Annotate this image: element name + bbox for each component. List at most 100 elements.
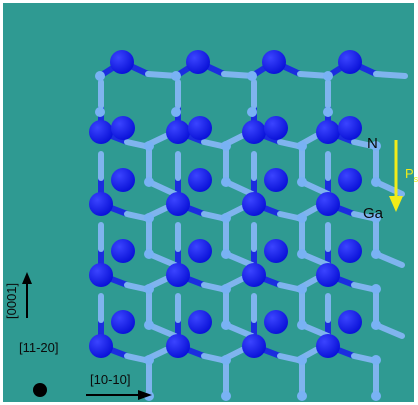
c-axis-label: [0001] [4, 283, 19, 319]
ga-atom [166, 192, 190, 216]
n-atom [247, 107, 257, 117]
n-atom [221, 320, 231, 330]
ga-atom [111, 310, 135, 334]
polarization-label: Ps [405, 166, 418, 184]
ga-atom [262, 50, 286, 74]
ga-atom [89, 263, 113, 287]
ga-atom [264, 168, 288, 192]
n-atom [371, 177, 381, 187]
n-atom [95, 107, 105, 117]
n-ga-diagonal-bond [201, 211, 225, 221]
ga-atom [186, 50, 210, 74]
ga-atom [242, 192, 266, 216]
ga-atom [111, 239, 135, 263]
n-atom [371, 355, 381, 365]
n-atom [221, 141, 231, 151]
ga-atom [89, 120, 113, 144]
ga-atom [338, 168, 362, 192]
ga-atom [338, 310, 362, 334]
n-ga-diagonal-bond [351, 282, 375, 292]
ga-atom-label: Ga [363, 205, 384, 222]
n-ga-diagonal-bond [201, 353, 225, 363]
n-ga-diagonal-bond [277, 282, 301, 292]
n-atom [297, 141, 307, 151]
n-atom [323, 107, 333, 117]
n-ga-diagonal-bond [124, 353, 148, 363]
ga-atom [188, 310, 212, 334]
n-atom [171, 71, 181, 81]
ga-atom [316, 192, 340, 216]
n-atom [297, 355, 307, 365]
ga-atom [111, 116, 135, 140]
n-ga-diagonal-bond [277, 139, 301, 149]
ga-atom [264, 116, 288, 140]
ga-atom [264, 310, 288, 334]
n-atom [144, 320, 154, 330]
n-atom [297, 213, 307, 223]
in-plane-arrow [86, 390, 152, 400]
n-atom [297, 320, 307, 330]
n-atom [371, 320, 381, 330]
ga-atom [316, 120, 340, 144]
ga-atom [89, 334, 113, 358]
ga-atom [110, 50, 134, 74]
n-atom [144, 249, 154, 259]
n-atom [371, 249, 381, 259]
n-atom [221, 391, 231, 401]
n-ga-diagonal-bond [351, 353, 375, 363]
in-plane-label: [10-10] [90, 372, 130, 387]
n-atom [221, 355, 231, 365]
ga-atom [242, 120, 266, 144]
ga-atom [338, 116, 362, 140]
ga-atom [338, 239, 362, 263]
n-atom [95, 71, 105, 81]
n-atom [221, 249, 231, 259]
n-atom [221, 177, 231, 187]
ga-atom [264, 239, 288, 263]
ga-atom [111, 168, 135, 192]
n-atom [247, 71, 257, 81]
n-atom [297, 284, 307, 294]
n-atom-label: N [367, 135, 378, 152]
n-atom [144, 355, 154, 365]
n-atom [297, 249, 307, 259]
n-ga-diagonal-bond [201, 139, 225, 149]
n-atom [144, 177, 154, 187]
n-atom [221, 213, 231, 223]
n-atom [297, 391, 307, 401]
n-atom [171, 107, 181, 117]
n-atom [323, 71, 333, 81]
out-of-plane-dot [33, 383, 47, 397]
ga-atom [316, 334, 340, 358]
n-atom [371, 213, 381, 223]
ga-atom [188, 168, 212, 192]
n-atom [371, 284, 381, 294]
n-ga-diagonal-bond [351, 211, 375, 221]
ga-atom [188, 116, 212, 140]
c-axis-arrow [22, 272, 32, 318]
n-ga-diagonal-bond [124, 211, 148, 221]
out-of-plane-label: [11-20] [19, 340, 59, 355]
n-ga-diagonal-bond [351, 139, 375, 149]
n-ga-diagonal-bond [277, 353, 301, 363]
n-atom [144, 141, 154, 151]
atom-layer [89, 50, 381, 401]
ga-atom [242, 263, 266, 287]
ga-atom [338, 50, 362, 74]
ga-atom [188, 239, 212, 263]
n-ga-diagonal-bond [277, 211, 301, 221]
n-ga-diagonal-bond [124, 139, 148, 149]
ga-atom [166, 334, 190, 358]
top-n-bond [373, 71, 408, 79]
n-atom [221, 284, 231, 294]
ga-atom [166, 120, 190, 144]
ga-atom [242, 334, 266, 358]
n-ga-diagonal-bond [201, 282, 225, 292]
n-atom [371, 391, 381, 401]
n-atom [144, 284, 154, 294]
n-atom [297, 177, 307, 187]
n-atom [144, 213, 154, 223]
polarization-arrow [389, 140, 403, 212]
